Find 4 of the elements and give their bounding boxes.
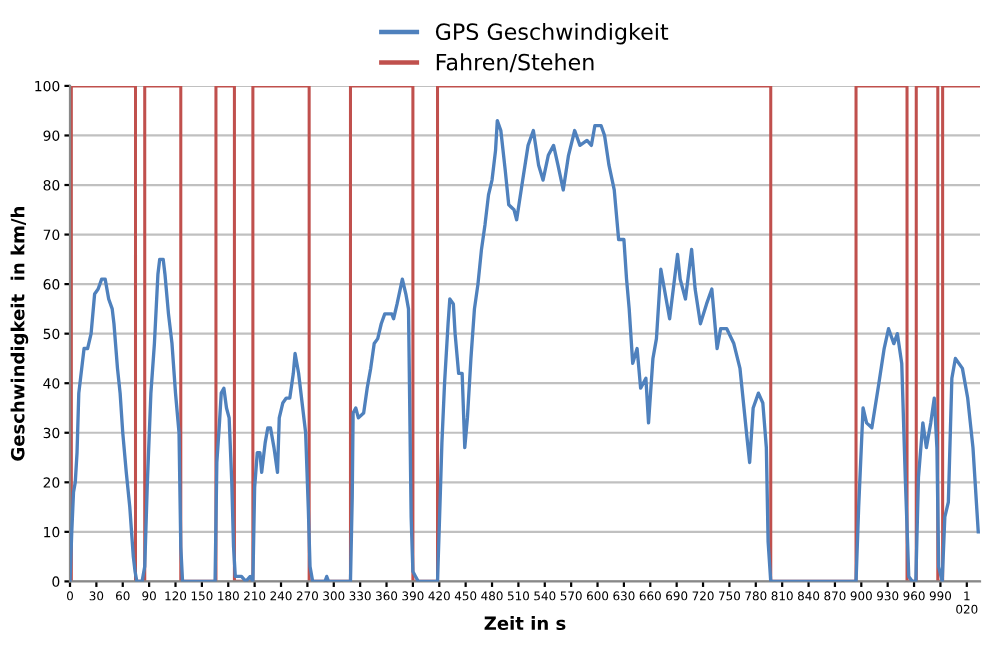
y-axis-title: Geschwindigkeit in km/h [10,207,29,461]
x-axis-title: Zeit in s [484,616,566,631]
legend-label: Fahren/Stehen [436,53,594,73]
legend-label: GPS Geschwindigkeit [435,22,669,45]
